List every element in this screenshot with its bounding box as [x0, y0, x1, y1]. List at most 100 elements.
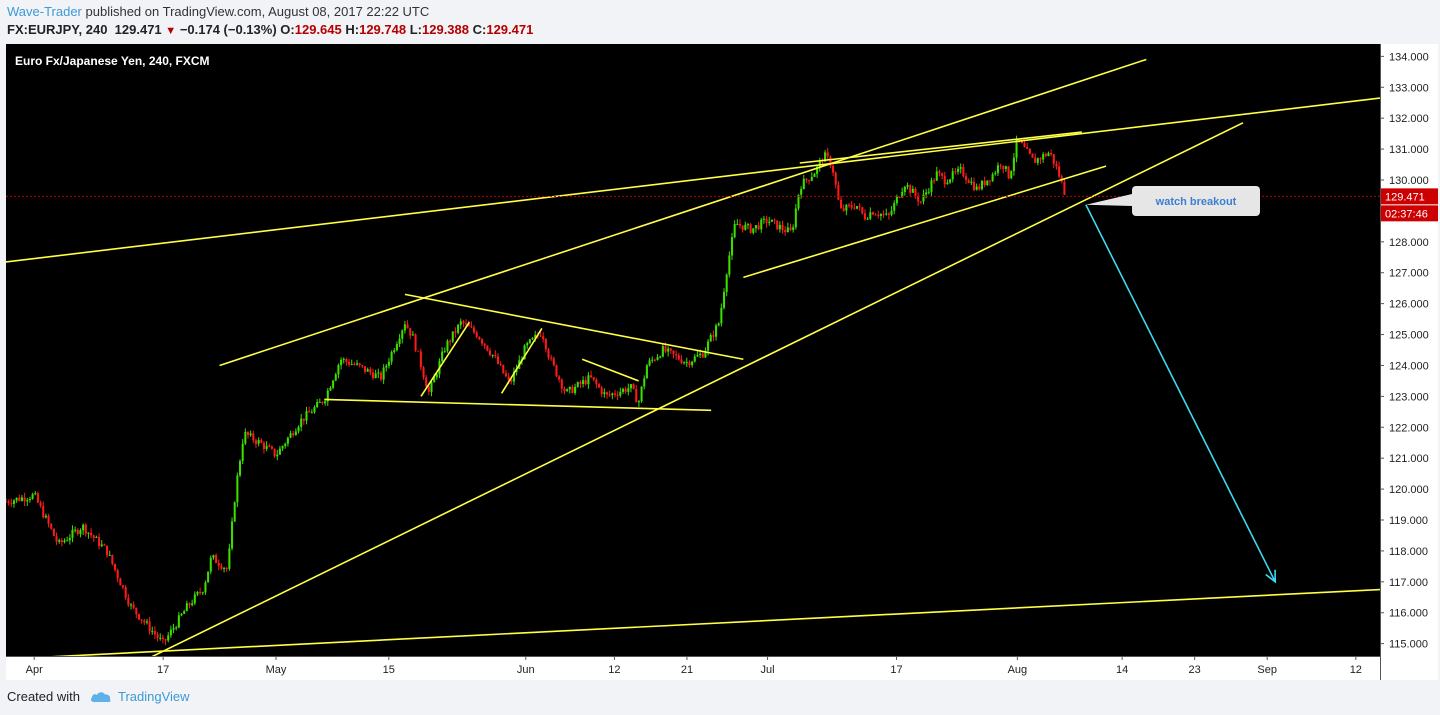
tradingview-cloud-icon	[90, 691, 111, 702]
candle-body	[510, 379, 513, 382]
candle-body	[768, 221, 771, 223]
candle-body	[42, 505, 45, 518]
candle-body	[733, 224, 736, 238]
x-tick-label: 21	[681, 664, 693, 676]
candle-body	[246, 431, 250, 436]
candle-body	[555, 365, 558, 377]
y-tick-label: 131.000	[1389, 144, 1429, 156]
candle-body	[106, 545, 109, 556]
candle-body	[82, 524, 85, 531]
candle-body	[225, 568, 228, 570]
candle-body	[978, 186, 981, 190]
candle-body	[332, 380, 335, 388]
last-price: 129.471	[114, 22, 162, 37]
candle-body	[938, 171, 941, 174]
candle-body	[643, 378, 646, 387]
candle-body	[348, 361, 351, 365]
trendline-small-rise-2	[500, 327, 543, 394]
candle-body	[1018, 139, 1021, 141]
candle-body	[140, 619, 143, 621]
candle-body	[1050, 152, 1053, 155]
candle-body	[470, 326, 473, 328]
high-label: H:	[345, 22, 360, 37]
y-tick-label: 134.000	[1389, 51, 1429, 63]
x-tick-label: 15	[383, 664, 395, 676]
candle-body	[874, 214, 877, 216]
candle-body	[324, 401, 327, 404]
published-text: published on TradingView.com, August 08,…	[81, 4, 430, 19]
candle-body	[877, 214, 880, 216]
candle-body	[598, 384, 601, 388]
candle-body	[746, 224, 749, 226]
candle-body	[507, 376, 510, 380]
candle-body	[47, 515, 50, 524]
candle-body	[962, 167, 965, 177]
trendline-small-down	[581, 358, 639, 382]
candle-body	[885, 213, 888, 215]
candle-body	[228, 548, 231, 569]
author-link[interactable]: Wave-Trader	[7, 4, 82, 19]
candle-body	[608, 394, 611, 396]
candle-body	[425, 377, 428, 387]
candle-body	[906, 185, 909, 187]
candle-body	[693, 356, 696, 362]
candle-body	[435, 374, 438, 378]
candle-body	[504, 373, 507, 377]
trendline-small-rise-1	[420, 321, 471, 397]
candle-body	[677, 355, 680, 360]
candle-body	[832, 165, 835, 173]
candle-body	[949, 179, 952, 183]
price-chart[interactable]: watch breakout Euro Fx/Japanese Yen, 240,…	[6, 44, 1438, 680]
candle-body	[560, 379, 563, 389]
candle-body	[116, 570, 119, 579]
candle-body	[629, 384, 632, 389]
candle-body	[92, 535, 95, 538]
candle-body	[595, 379, 598, 385]
candle-body	[257, 439, 260, 444]
candle-body	[558, 376, 561, 380]
candle-body	[1042, 154, 1045, 160]
candle-body	[286, 437, 289, 444]
candle-body	[640, 386, 643, 402]
candle-body	[810, 176, 813, 181]
candle-body	[326, 390, 329, 402]
candle-body	[36, 493, 39, 503]
candle-body	[935, 171, 938, 181]
candle-body	[196, 592, 199, 595]
candle-body	[1026, 147, 1029, 149]
candle-body	[103, 544, 106, 546]
candle-body	[802, 178, 805, 190]
candle-body	[805, 178, 808, 181]
candle-body	[169, 629, 172, 636]
candle-body	[603, 392, 606, 395]
candle-body	[858, 206, 861, 208]
candle-body	[310, 412, 313, 414]
candle-body	[972, 181, 976, 190]
last-price-tag-label: 129.471	[1385, 191, 1425, 203]
candle-body	[350, 363, 353, 365]
tradingview-link[interactable]: TradingView	[117, 689, 190, 704]
candle-body	[342, 359, 345, 361]
candle-body	[1007, 166, 1010, 179]
candle-body	[669, 348, 672, 351]
candle-body	[260, 439, 263, 443]
chart-area[interactable]: watch breakout Euro Fx/Japanese Yen, 240,…	[6, 44, 1438, 680]
candle-body	[486, 345, 489, 351]
candle-body	[215, 555, 218, 564]
candle-body	[231, 521, 234, 549]
candle-body	[446, 340, 449, 351]
candle-body	[887, 213, 890, 215]
candle-body	[363, 366, 367, 372]
candle-body	[749, 224, 752, 233]
candle-body	[31, 494, 34, 499]
candle-body	[66, 540, 69, 542]
candle-body	[853, 207, 856, 209]
candle-body	[672, 350, 675, 354]
candle-body	[329, 387, 332, 391]
y-tick-label: 122.000	[1389, 422, 1429, 434]
candle-body	[571, 386, 574, 393]
candle-body	[1036, 158, 1039, 163]
candle-body	[441, 351, 444, 362]
candle-body	[574, 386, 577, 393]
candle-body	[273, 448, 276, 457]
